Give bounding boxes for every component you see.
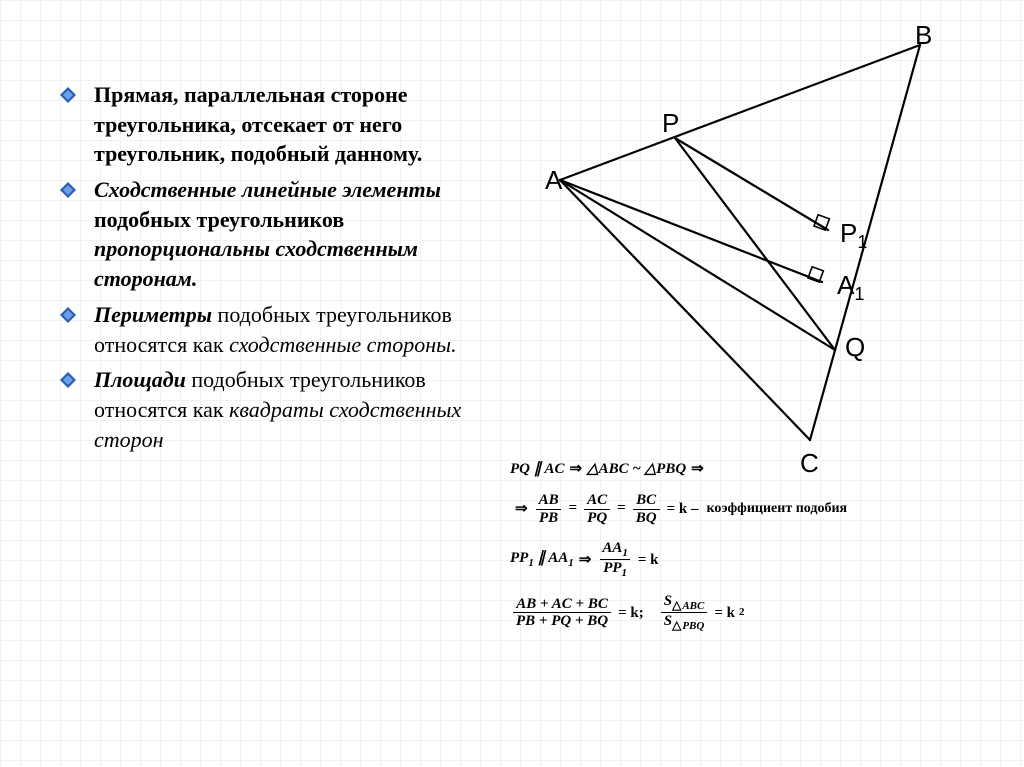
figure-column: ABCPQP1A1 PQ ∥ AC ⇒ △ABC ~ △PBQ ⇒ ⇒ ABPB… xyxy=(480,0,1024,767)
vertex-label-A1: A1 xyxy=(837,270,864,305)
vertex-label-Q: Q xyxy=(845,332,865,363)
formulas-block: PQ ∥ AC ⇒ △ABC ~ △PBQ ⇒ ⇒ ABPB=ACPQ=BCBQ… xyxy=(510,460,990,647)
bullet-text: Сходственные линейные элементы подобных … xyxy=(94,175,480,294)
slide-content: Прямая, параллельная стороне треугольник… xyxy=(0,0,1024,767)
vertex-label-P: P xyxy=(662,108,679,139)
formula-altitudes: PP1 ∥ AA1 ⇒ AA1 PP1 = k xyxy=(510,540,990,579)
bullet-item: Прямая, параллельная стороне треугольник… xyxy=(60,80,480,169)
formula-ratios: ⇒ ABPB=ACPQ=BCBQ = k – коэффициент подоб… xyxy=(510,492,990,526)
diamond-bullet-icon xyxy=(60,182,76,198)
bullet-list: Прямая, параллельная стороне треугольник… xyxy=(60,80,480,454)
vertex-label-P1: P1 xyxy=(840,218,867,253)
vertex-label-B: B xyxy=(915,20,932,51)
bullet-text: Периметры подобных треугольников относят… xyxy=(94,300,480,359)
formula-perimeter-area: AB + AC + BC PB + PQ + BQ = k; S△ABC S△P… xyxy=(510,593,990,632)
formula-similarity: PQ ∥ AC ⇒ △ABC ~ △PBQ ⇒ xyxy=(510,460,990,478)
bullet-text: Прямая, параллельная стороне треугольник… xyxy=(94,80,480,169)
bullet-item: Сходственные линейные элементы подобных … xyxy=(60,175,480,294)
vertex-label-A: A xyxy=(545,165,562,196)
diamond-bullet-icon xyxy=(60,372,76,388)
bullet-text: Площади подобных треугольников относятся… xyxy=(94,365,480,454)
bullet-item: Периметры подобных треугольников относят… xyxy=(60,300,480,359)
triangle-diagram: ABCPQP1A1 xyxy=(500,20,950,460)
text-column: Прямая, параллельная стороне треугольник… xyxy=(0,0,480,767)
diagram-svg xyxy=(500,20,950,460)
diamond-bullet-icon xyxy=(60,87,76,103)
diamond-bullet-icon xyxy=(60,307,76,323)
bullet-item: Площади подобных треугольников относятся… xyxy=(60,365,480,454)
